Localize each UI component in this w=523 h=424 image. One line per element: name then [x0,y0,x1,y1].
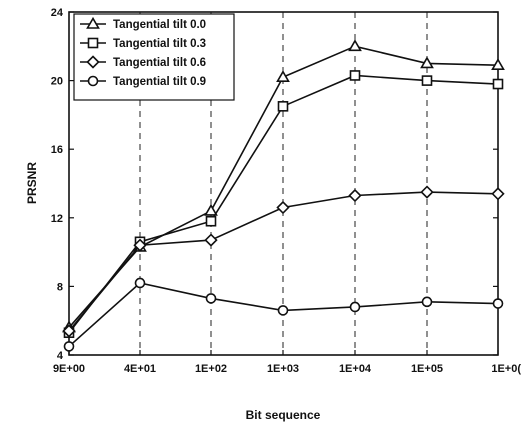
legend-square-marker [87,37,99,49]
diamond-marker [276,200,290,215]
diamond-marker [420,185,434,199]
x-tick-label: 1E+03 [267,363,299,375]
x-tick-label: 9E+00 [53,363,85,375]
series-group [62,39,505,352]
legend-entry: Tangential tilt 0.3 [80,37,206,50]
triangle-marker [348,39,362,52]
y-tick-label: 16 [51,144,63,156]
diamond-marker [133,238,147,252]
legend-box [73,13,235,101]
diamond-marker [348,188,362,203]
y-tick-label: 20 [51,76,63,88]
circle-marker [492,298,504,309]
legend-label: Tangential tilt 0.3 [113,38,206,50]
diamond-marker [62,324,76,338]
y-tick-label: 24 [51,7,64,19]
x-tick-label: 1E+0( [491,363,521,375]
square-marker [205,215,217,227]
legend-circle-marker [87,75,99,87]
circle-marker [205,293,217,304]
diamond-marker [204,233,218,247]
circle-marker [63,341,75,352]
triangle-marker [276,70,290,82]
legend-diamond-marker [86,55,100,69]
legend-triangle-marker [86,16,100,29]
x-tick-label: 1E+02 [195,363,227,375]
legend-label: Tangential tilt 0.0 [113,19,206,31]
circle-marker [421,296,433,308]
square-marker [421,75,433,86]
y-tick-label: 12 [51,213,63,225]
y-axis-ticks: 4 8 12 16 20 24 [51,7,498,362]
legend: Tangential tilt 0.0 Tangential tilt 0.3 Ta… [73,13,235,101]
legend-entry: Tangential tilt 0.0 [80,16,206,31]
x-tick-label: 1E+05 [411,363,443,375]
legend-label: Tangential tilt 0.9 [113,76,206,88]
triangle-marker [420,56,434,69]
legend-entry: Tangential tilt 0.6 [80,55,206,69]
series-diamond [62,185,505,338]
legend-entry: Tangential tilt 0.9 [80,75,206,88]
y-tick-label: 4 [57,350,64,362]
square-marker [277,101,289,112]
square-marker [349,70,361,81]
diamond-marker [491,187,505,201]
x-tick-label: 1E+04 [339,363,372,375]
circle-marker [134,277,146,289]
x-axis-ticks: 9E+00 4E+01 1E+02 1E+03 1E+04 1E+05 1E+0( [53,350,521,375]
square-marker [492,78,504,90]
y-tick-label: 8 [57,281,63,293]
x-axis-title: Bit sequence [246,408,321,422]
y-axis-title: PRSNR [25,162,39,204]
series-circle [63,277,504,352]
circle-marker [349,301,361,313]
x-tick-label: 4E+01 [124,363,156,375]
circle-marker [277,305,289,316]
triangle-marker [491,58,505,70]
legend-label: Tangential tilt 0.6 [113,57,206,69]
triangle-marker [204,203,218,216]
